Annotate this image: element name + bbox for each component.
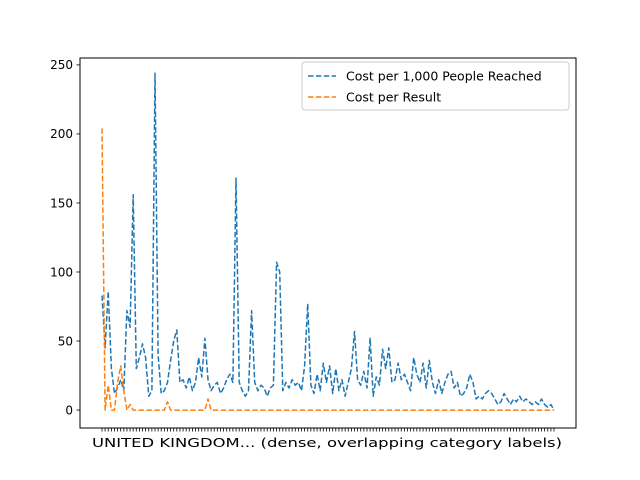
- series-line-2: [101, 128, 554, 411]
- y-tick-label: 100: [50, 265, 73, 279]
- axes-layer: 0 50 100 150 200 250 UNITED KINGDOM... (dense,…: [50, 57, 577, 450]
- legend-label: Cost per 1,000 People Reached: [346, 69, 542, 84]
- y-tick-label: 0: [65, 403, 73, 417]
- series-line-1: [101, 72, 555, 411]
- axes-frame: [79, 57, 577, 429]
- legend-frame: [301, 61, 570, 111]
- legend: Cost per 1,000 People Reached Cost per Re…: [301, 61, 570, 111]
- y-tick-label: 200: [50, 127, 73, 141]
- y-tick-label: 50: [58, 334, 73, 348]
- x-tick-labels: UNITED KINGDOM... (dense, overlapping ca…: [92, 436, 562, 450]
- y-tick-label: 250: [50, 58, 73, 72]
- series-layer: [101, 72, 555, 411]
- y-tick-label: 150: [50, 196, 73, 210]
- plot-area: [80, 58, 576, 428]
- legend-label: Cost per Result: [346, 90, 441, 105]
